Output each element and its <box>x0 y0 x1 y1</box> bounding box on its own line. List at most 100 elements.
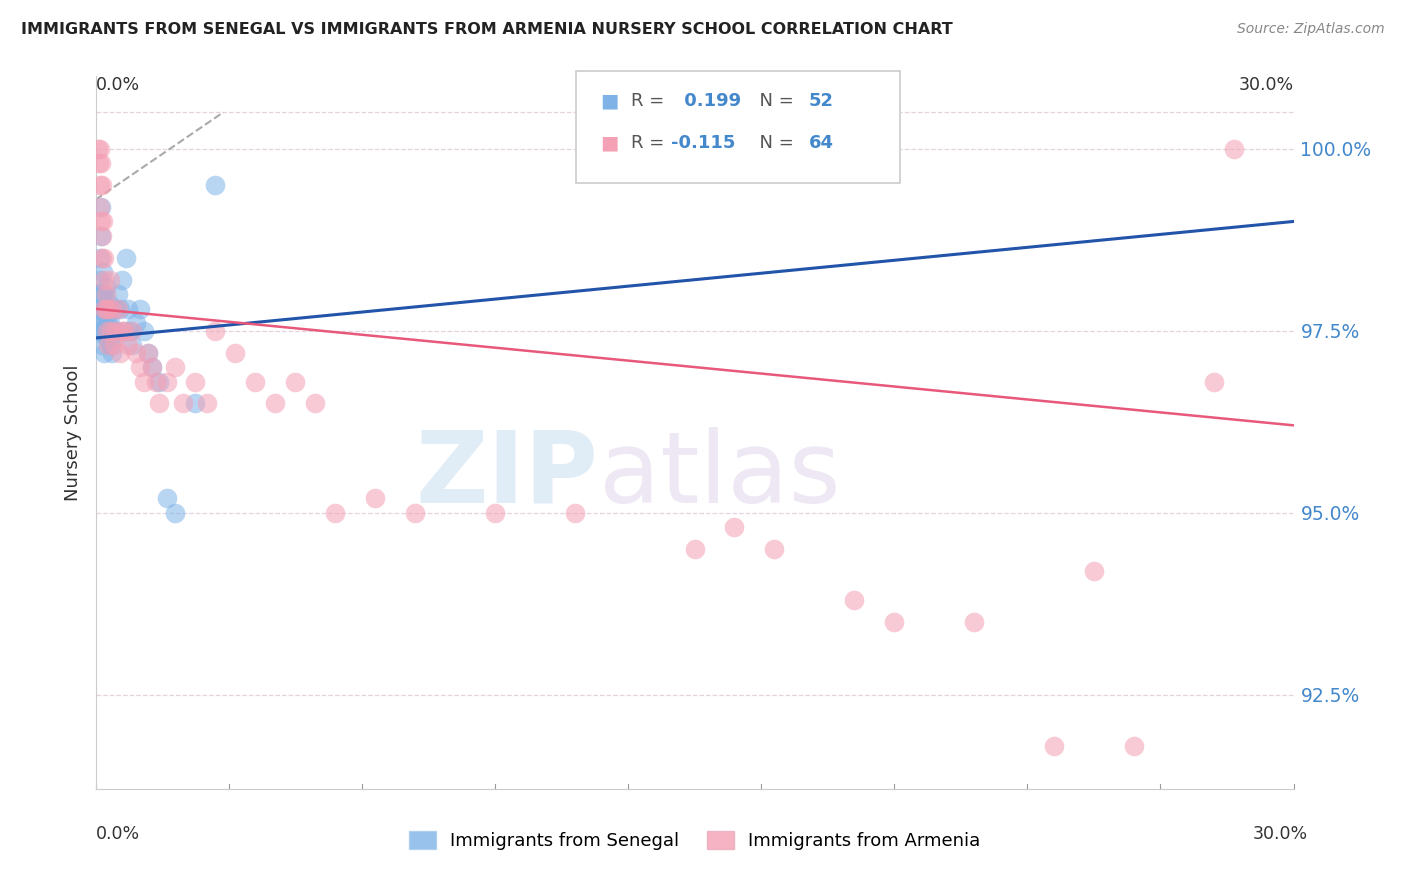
Point <box>141 360 163 375</box>
Text: ■: ■ <box>600 134 619 153</box>
Point <box>132 324 155 338</box>
Point <box>91 324 114 338</box>
Point <box>1083 564 1105 578</box>
Point <box>93 317 115 331</box>
Point <box>963 615 986 629</box>
Point <box>1122 739 1144 753</box>
Point <box>90 287 112 301</box>
Point <box>136 345 159 359</box>
Point <box>93 301 115 316</box>
Point <box>93 287 115 301</box>
Point <box>98 273 121 287</box>
Text: R =: R = <box>631 134 671 152</box>
Text: N =: N = <box>748 134 800 152</box>
Point <box>184 375 207 389</box>
Text: -0.115: -0.115 <box>671 134 735 152</box>
Point <box>93 251 115 265</box>
Point <box>141 360 163 375</box>
Point <box>103 338 125 352</box>
Point <box>184 396 207 410</box>
Point <box>117 301 139 316</box>
Point <box>121 324 143 338</box>
Point <box>94 280 117 294</box>
Point <box>98 317 121 331</box>
Text: ZIP: ZIP <box>416 427 599 524</box>
Point <box>97 331 120 345</box>
Point <box>844 593 866 607</box>
Point <box>90 338 112 352</box>
Point <box>90 301 112 316</box>
Text: 0.199: 0.199 <box>678 92 741 110</box>
Point <box>100 324 122 338</box>
Point <box>245 375 267 389</box>
Point <box>94 301 117 316</box>
Point <box>165 360 187 375</box>
Point <box>110 273 132 287</box>
Text: 64: 64 <box>808 134 834 152</box>
Point <box>128 360 150 375</box>
Text: 30.0%: 30.0% <box>1253 825 1308 843</box>
Point <box>89 200 111 214</box>
Point <box>91 265 114 279</box>
Text: 52: 52 <box>808 92 834 110</box>
Point <box>723 520 745 534</box>
Text: 0.0%: 0.0% <box>96 825 139 843</box>
Point <box>97 338 120 352</box>
Point <box>91 251 114 265</box>
Point <box>121 338 143 352</box>
Point <box>90 156 112 170</box>
Text: R =: R = <box>631 92 671 110</box>
Point <box>101 345 124 359</box>
Point <box>118 324 141 338</box>
Point <box>224 345 246 359</box>
Point <box>97 301 120 316</box>
Point <box>107 301 129 316</box>
Point <box>883 615 905 629</box>
Point <box>89 178 111 192</box>
Text: atlas: atlas <box>599 427 841 524</box>
Point <box>96 324 118 338</box>
Point <box>156 375 179 389</box>
Point <box>97 294 120 309</box>
Point <box>90 229 112 244</box>
Point <box>89 324 111 338</box>
Point <box>89 273 111 287</box>
Point <box>93 345 115 359</box>
Point <box>104 324 127 338</box>
Point <box>90 200 112 214</box>
Point <box>94 287 117 301</box>
Point <box>89 251 111 265</box>
Point <box>264 396 287 410</box>
Point <box>323 506 346 520</box>
Point <box>89 142 111 156</box>
Text: 0.0%: 0.0% <box>96 76 139 94</box>
Point <box>105 301 128 316</box>
Point <box>100 301 122 316</box>
Point <box>763 542 786 557</box>
Point <box>172 396 194 410</box>
Point <box>1043 739 1066 753</box>
Point <box>94 331 117 345</box>
Point <box>156 491 179 505</box>
Point <box>87 287 110 301</box>
Text: N =: N = <box>748 92 800 110</box>
Point <box>91 214 114 228</box>
Point <box>87 156 110 170</box>
Point <box>89 317 111 331</box>
Point <box>128 301 150 316</box>
Point <box>110 324 132 338</box>
Point <box>148 396 170 410</box>
Point <box>93 273 115 287</box>
Point <box>204 324 226 338</box>
Point <box>108 345 131 359</box>
Point <box>197 396 219 410</box>
Point <box>145 375 167 389</box>
Point <box>1202 375 1225 389</box>
Point <box>114 251 136 265</box>
Point <box>484 506 506 520</box>
Point <box>100 338 122 352</box>
Point <box>91 301 114 316</box>
Point <box>100 324 122 338</box>
Point <box>90 214 112 228</box>
Point <box>284 375 307 389</box>
